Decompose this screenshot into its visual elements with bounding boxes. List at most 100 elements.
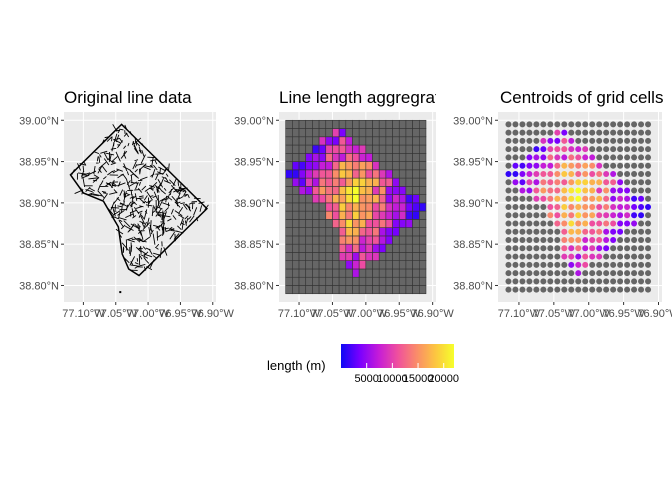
grid-cell [418, 243, 427, 253]
centroid-point [575, 137, 582, 144]
grid-cell [365, 252, 373, 261]
grid-cell [325, 268, 333, 278]
grid-cell [385, 128, 393, 138]
street-line [162, 198, 169, 201]
x-tick-label: 77.05°W [95, 308, 138, 320]
centroid-point [554, 245, 561, 252]
grid-cell [305, 177, 313, 187]
street-line [81, 173, 88, 177]
centroid-point [505, 146, 512, 153]
street-line [141, 185, 147, 191]
grid-cell [318, 268, 327, 278]
grid-cell [312, 243, 320, 253]
centroid-point [547, 204, 554, 210]
centroid-point [631, 179, 638, 186]
grid-cell [398, 136, 407, 146]
street-line [115, 228, 124, 235]
street-line [143, 209, 148, 220]
centroid-point [638, 187, 645, 194]
street-line [150, 182, 158, 189]
grid-cell [365, 144, 373, 154]
street-line [170, 208, 174, 215]
street-line [113, 196, 120, 204]
centroid-point [512, 253, 519, 260]
centroid-point [526, 228, 533, 235]
centroid-point [554, 121, 561, 128]
street-line [178, 195, 184, 200]
grid-cell [292, 194, 300, 204]
street-line [151, 206, 154, 217]
centroid-point [617, 286, 624, 293]
centroid-point [589, 261, 596, 268]
centroid-point [505, 237, 512, 244]
grid-cell [418, 252, 427, 261]
centroid-point [631, 146, 638, 153]
grid-cell [305, 169, 313, 179]
centroid-point [575, 187, 582, 194]
centroid-point [561, 253, 568, 260]
grid-cell [418, 276, 427, 286]
centroid-point [582, 253, 589, 260]
isolated-feature [119, 291, 122, 294]
centroid-point [631, 270, 638, 277]
grid-cell [312, 268, 320, 278]
street-line [111, 156, 118, 162]
street-line [149, 224, 153, 233]
centroid-point [505, 245, 512, 252]
centroid-point [610, 270, 617, 277]
centroid-point [519, 278, 526, 285]
street-line [96, 156, 99, 162]
centroid-point [540, 212, 547, 219]
street-line [140, 215, 145, 225]
grid-cell [298, 210, 307, 220]
grid-cell [358, 285, 367, 295]
grid-cell [365, 285, 373, 295]
grid-cell [385, 144, 393, 154]
grid-cell [325, 252, 333, 261]
street-line [185, 217, 189, 225]
grid-cell [338, 276, 347, 286]
grid-cell [398, 260, 407, 270]
street-line [119, 189, 124, 197]
grid-cell [318, 128, 327, 138]
grid-cell [352, 186, 360, 195]
street-line [117, 210, 125, 216]
street-line [122, 174, 128, 180]
centroid-point [589, 129, 596, 136]
grid-cell [325, 235, 333, 245]
centroid-point [645, 212, 652, 219]
grid-cell [345, 169, 353, 179]
grid-cell [325, 186, 333, 195]
grid-cells-layer [285, 119, 427, 295]
grid-cell [392, 136, 400, 146]
grid-cell [378, 177, 387, 187]
grid-cell [338, 227, 347, 237]
centroid-point [561, 204, 568, 210]
centroid-point [624, 187, 631, 194]
centroid-point [519, 137, 526, 144]
grid-cell [312, 186, 320, 195]
centroid-point [603, 270, 610, 277]
grid-cell [385, 227, 393, 237]
panel-centroids: 77.10°W77.05°W77.00°W76.95°W76.90°W 38.80… [436, 80, 672, 320]
centroid-point [596, 187, 603, 194]
grid-cell [358, 260, 367, 270]
grid-cell [385, 177, 393, 187]
centroid-point [603, 245, 610, 252]
street-line [157, 222, 165, 229]
centroid-point [610, 154, 617, 161]
centroid-point [631, 220, 638, 227]
street-line [130, 261, 134, 265]
grid-cell [385, 202, 393, 212]
grid-cell [372, 268, 380, 278]
centroid-point [568, 195, 575, 202]
street-line [178, 207, 184, 214]
centroid-point [596, 278, 603, 285]
grid-cell [405, 252, 413, 261]
grid-cell [378, 219, 387, 228]
grid-cell [398, 169, 407, 179]
street-line [162, 212, 165, 218]
grid-cell [405, 186, 413, 195]
title-backdrop [436, 80, 672, 110]
grid-cell [345, 243, 353, 253]
